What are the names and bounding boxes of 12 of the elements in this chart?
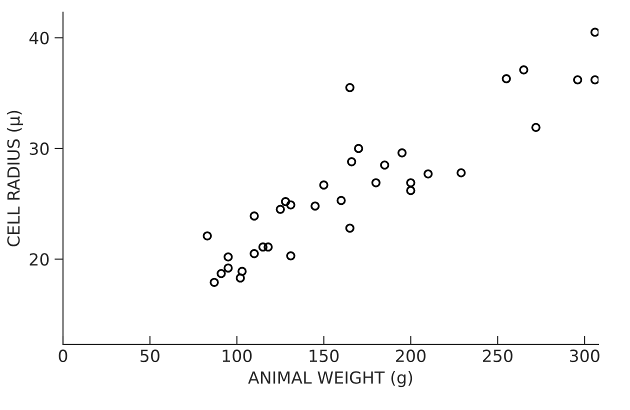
x-tick-label: 250 — [482, 350, 512, 362]
x-tick-label: 150 — [310, 350, 339, 362]
x-tick-label: 300 — [570, 350, 600, 362]
y-tick-label: 40 — [29, 32, 49, 44]
x-axis-title: ANIMAL WEIGHT (g) — [248, 370, 412, 388]
x-tick-label: 50 — [140, 350, 160, 362]
y-tick-label: 30 — [30, 142, 49, 156]
x-tick-label: 100 — [222, 350, 252, 362]
y-axis-title: CELL RADIUS (μ) — [6, 110, 24, 246]
x-tick-label: 0 — [58, 350, 68, 362]
y-tick-label: 20 — [30, 253, 49, 266]
x-tick-label: 200 — [396, 350, 426, 362]
